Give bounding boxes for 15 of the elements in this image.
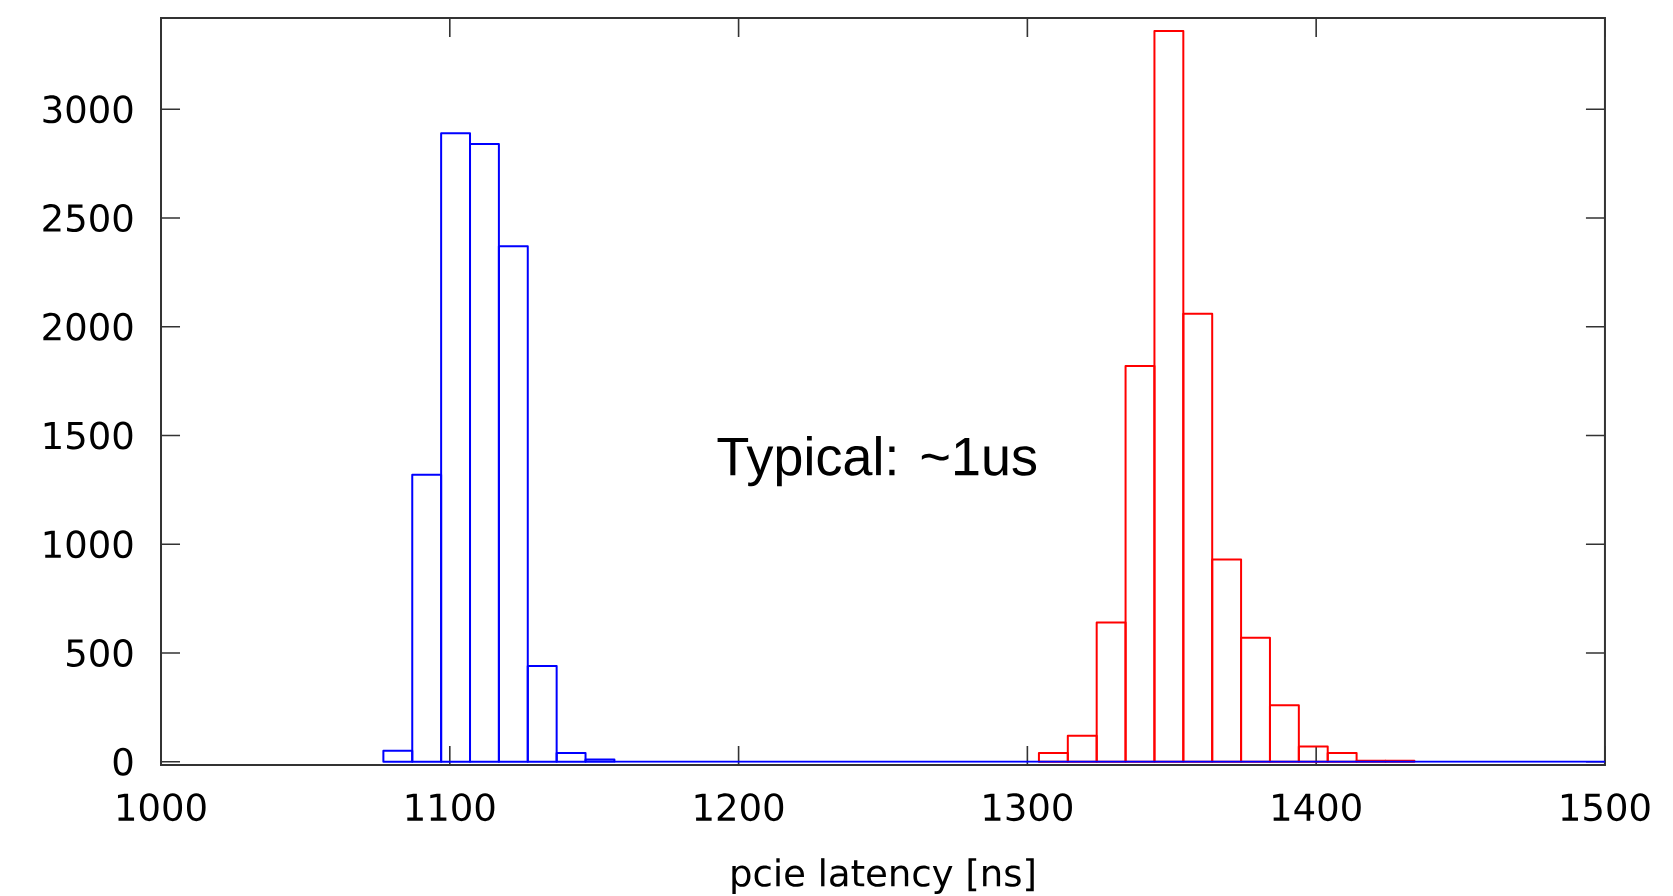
y-tick-label: 2500: [43, 204, 133, 233]
x-tick-label: 1100: [406, 793, 495, 822]
x-tick-label: 1200: [695, 793, 784, 822]
annotation: Typical: ~1us: [717, 436, 1037, 487]
y-tick-label: 1000: [44, 530, 133, 559]
x-tick-label: 1000: [117, 793, 206, 822]
x-tick-label: 1400: [1273, 793, 1361, 822]
y-tick-label: 2000: [43, 312, 133, 341]
x-tick-label: 1300: [984, 793, 1072, 822]
x-tick-label: 1500: [1561, 793, 1650, 822]
x-axis-title: pcie latency [ns]: [732, 858, 1034, 894]
y-tick-label: 500: [67, 639, 133, 667]
y-tick-label: 0: [113, 747, 133, 776]
y-tick-label: 3000: [43, 95, 133, 124]
y-tick-label: 1500: [44, 421, 133, 450]
